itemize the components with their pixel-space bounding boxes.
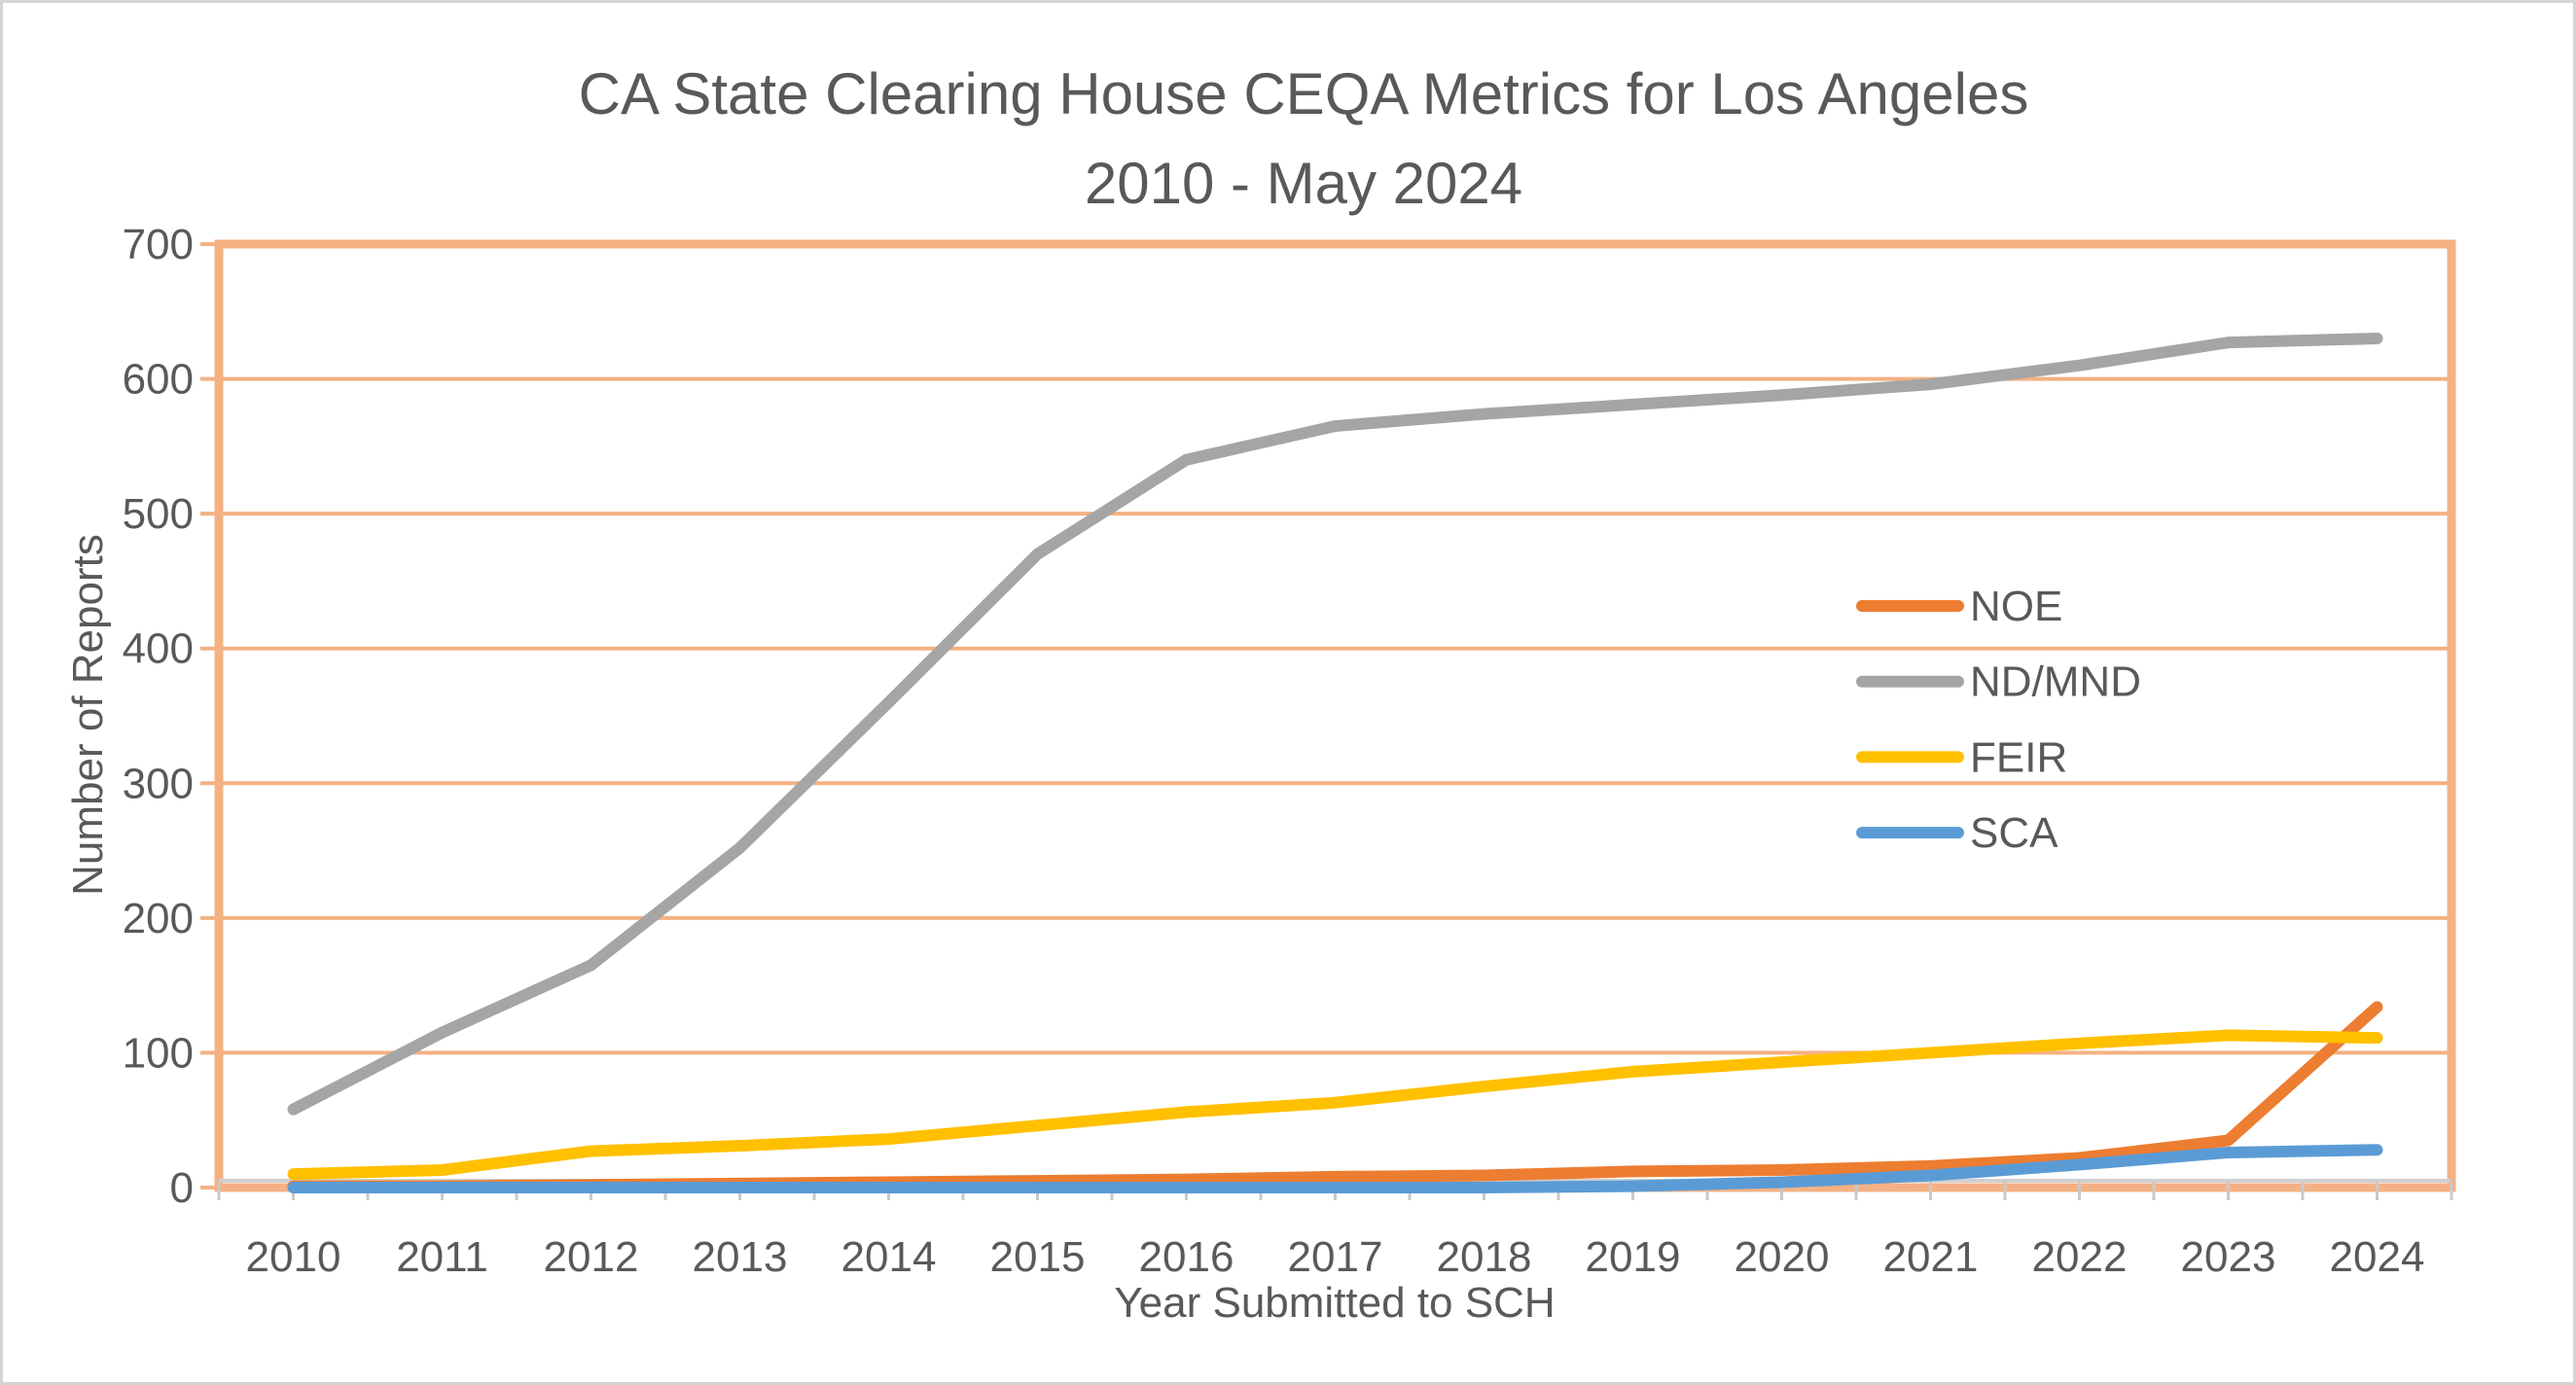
y-tick-label: 400 — [123, 625, 194, 673]
y-tick-label: 200 — [123, 895, 194, 942]
series-line-nd-mnd — [287, 333, 2383, 1116]
x-tick-label: 2020 — [1735, 1233, 1830, 1281]
legend-label-nd-mnd: ND/MND — [1970, 658, 2141, 706]
x-tick-label: 2010 — [246, 1233, 341, 1281]
x-tick-label: 2021 — [1883, 1233, 1979, 1281]
x-tick-label: 2015 — [990, 1233, 1086, 1281]
x-axis-title: Year Submitted to SCH — [1114, 1279, 1556, 1327]
x-tick-label: 2013 — [693, 1233, 788, 1281]
chart-title: CA State Clearing House CEQA Metrics for… — [18, 50, 2573, 229]
x-tick-label: 2017 — [1288, 1233, 1383, 1281]
series-line-feir — [287, 1029, 2383, 1181]
legend-label-sca: SCA — [1970, 809, 2058, 857]
y-tick-label: 500 — [123, 490, 194, 538]
x-tick-label: 2011 — [396, 1233, 488, 1281]
series-line-noe — [287, 1001, 2383, 1192]
x-tick-label: 2016 — [1139, 1233, 1234, 1281]
series-line-sca — [287, 1144, 2383, 1193]
legend-label-feir: FEIR — [1970, 733, 2067, 781]
chart-plot: 0 100 200 300 400 500 600 700 2010 2011 2012 2013 20… — [123, 221, 2456, 1281]
legend-label-noe: NOE — [1970, 583, 2062, 630]
x-tick-label: 2024 — [2330, 1233, 2425, 1281]
y-tick-label: 700 — [123, 221, 194, 268]
chart-title-line2: 2010 - May 2024 — [1084, 151, 1523, 216]
y-tick-label: 100 — [123, 1029, 194, 1077]
x-tick-label: 2018 — [1437, 1233, 1532, 1281]
x-tick-label: 2023 — [2181, 1233, 2276, 1281]
y-tick-label: 0 — [170, 1164, 194, 1212]
y-tick-label: 300 — [123, 760, 194, 807]
y-tick-label: 600 — [123, 356, 194, 404]
chart-title-line1: CA State Clearing House CEQA Metrics for… — [578, 61, 2029, 126]
x-tick-label: 2019 — [1586, 1233, 1681, 1281]
x-tick-label: 2022 — [2032, 1233, 2128, 1281]
y-axis-title: Number of Reports — [64, 534, 112, 896]
x-tick-label: 2012 — [544, 1233, 639, 1281]
x-tick-label: 2014 — [841, 1233, 937, 1281]
